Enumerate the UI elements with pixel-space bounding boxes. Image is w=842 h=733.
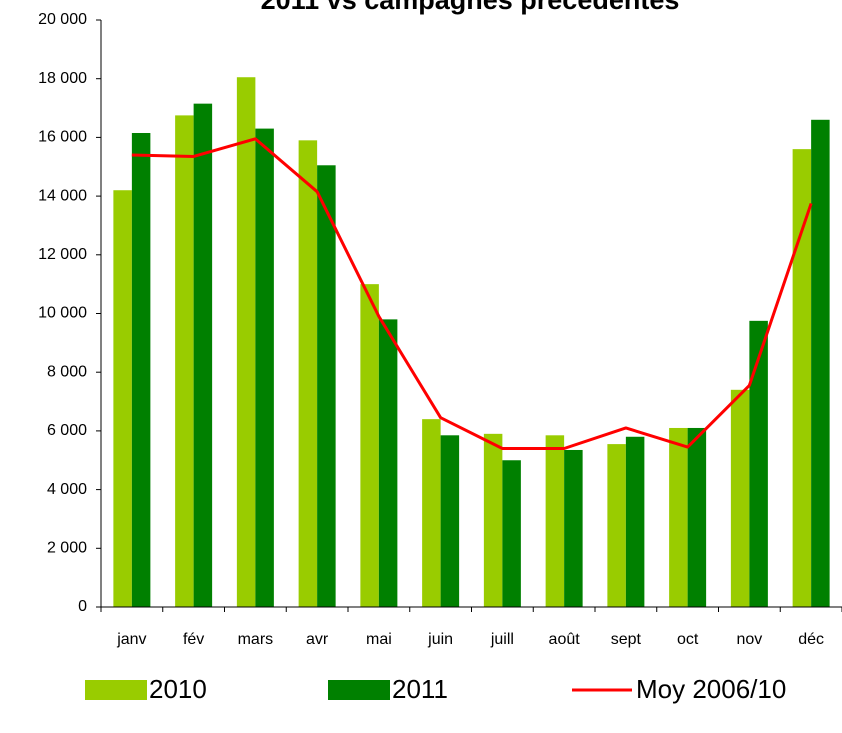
x-tick-label: nov xyxy=(736,631,762,648)
bar xyxy=(749,320,768,607)
y-tick-label: 0 xyxy=(78,598,87,615)
bar xyxy=(483,433,503,607)
bar xyxy=(317,165,336,607)
legend-swatch xyxy=(328,680,390,700)
bar xyxy=(502,460,521,607)
bar xyxy=(625,436,645,607)
bar xyxy=(730,389,750,607)
y-tick-label: 18 000 xyxy=(38,70,87,87)
bar xyxy=(131,132,151,607)
y-tick-label: 10 000 xyxy=(38,305,87,322)
bar xyxy=(236,77,256,608)
bar xyxy=(607,444,626,607)
y-tick-label: 16 000 xyxy=(38,129,87,146)
y-tick-label: 12 000 xyxy=(38,246,87,263)
y-tick-label: 6 000 xyxy=(47,422,87,439)
x-tick-label: juill xyxy=(490,631,514,648)
y-tick-label: 2 000 xyxy=(47,540,87,557)
x-tick-label: mai xyxy=(366,631,392,648)
bar xyxy=(545,435,565,607)
y-tick-label: 20 000 xyxy=(38,11,87,28)
bar xyxy=(298,140,318,607)
bar xyxy=(255,128,274,607)
bar xyxy=(811,119,830,607)
bar xyxy=(113,190,132,608)
bar xyxy=(792,149,812,607)
bar xyxy=(422,419,441,607)
bar xyxy=(687,427,707,607)
y-tick-label: 8 000 xyxy=(47,363,87,380)
y-tick-label: 4 000 xyxy=(47,481,87,498)
x-tick-label: avr xyxy=(306,631,329,648)
bar xyxy=(378,319,398,607)
y-tick-label: 14 000 xyxy=(38,187,87,204)
legend-label: 2011 xyxy=(392,674,448,704)
x-tick-label: juin xyxy=(427,631,453,648)
x-tick-label: août xyxy=(549,631,581,648)
x-tick-label: oct xyxy=(677,631,699,648)
x-tick-label: déc xyxy=(798,631,824,648)
x-tick-label: janv xyxy=(116,631,146,648)
x-tick-label: mars xyxy=(238,631,274,648)
bar xyxy=(175,115,194,607)
chart-title: 2011 vs campagnes précédentes xyxy=(261,0,680,15)
bar xyxy=(440,435,460,607)
x-tick-label: sept xyxy=(611,631,642,648)
bar xyxy=(669,427,688,607)
bar xyxy=(360,284,379,607)
legend-label: Moy 2006/10 xyxy=(636,674,786,704)
bar xyxy=(564,449,583,607)
x-tick-label: fév xyxy=(183,631,204,648)
legend-label: 2010 xyxy=(149,674,207,704)
legend-swatch xyxy=(85,680,147,700)
bar xyxy=(193,103,213,608)
line-series xyxy=(131,137,813,451)
